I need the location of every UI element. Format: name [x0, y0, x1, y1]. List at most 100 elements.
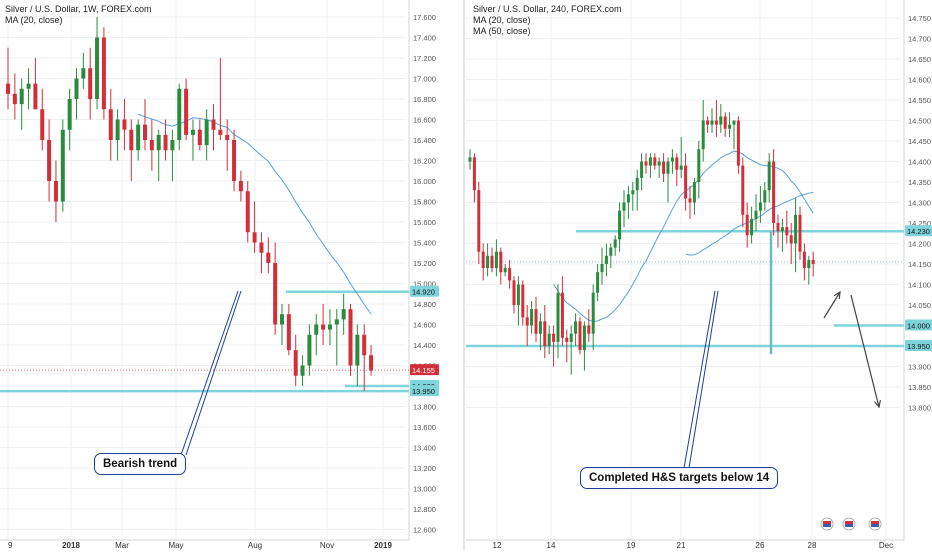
right-time-label: 28 — [808, 541, 817, 550]
right-candle-body — [802, 251, 806, 269]
left-candle-body — [362, 334, 367, 356]
right-level-b-badge — [905, 319, 932, 331]
right-price-tick: 14.750 — [908, 14, 931, 23]
right-candle-body — [525, 317, 529, 326]
left-time-label: Mar — [115, 541, 129, 550]
right-candle-body — [477, 190, 481, 252]
left-candle-body — [40, 109, 45, 140]
right-candle-body — [736, 120, 740, 166]
left-candle-body — [286, 314, 291, 351]
left-price-tick: 13.000 — [413, 485, 436, 494]
right-candle-body — [565, 337, 569, 342]
left-candle-body — [225, 134, 230, 140]
right-candle-body — [798, 214, 802, 252]
left-candle-body — [266, 252, 271, 263]
right-candle-body — [582, 325, 586, 351]
right-ma20-label: MA (20, close) — [473, 15, 531, 25]
left-candle-body — [53, 181, 58, 202]
left-candle-body — [355, 334, 360, 366]
left-time-label: May — [168, 541, 183, 550]
left-price-tick: 14.400 — [413, 341, 436, 350]
right-up-arrow-head — [833, 290, 841, 300]
right-candle-body — [635, 177, 639, 191]
left-price-tick: 16.400 — [413, 136, 436, 145]
left-candle-body — [300, 365, 305, 376]
left-candle-body — [314, 324, 319, 335]
left-candle-body — [211, 119, 216, 130]
left-price-tick: 15.600 — [413, 218, 436, 227]
right-price-tick: 14.650 — [908, 55, 931, 64]
left-candle-body — [245, 191, 250, 233]
event-flag-icon — [820, 517, 834, 531]
right-callout-pointer-1 — [683, 290, 716, 469]
flag-stripe-blue — [845, 524, 853, 527]
left-price-tick: 13.200 — [413, 464, 436, 473]
right-candle-body — [490, 255, 494, 269]
flag-stripe-blue — [871, 524, 879, 527]
left-candle-body — [6, 83, 10, 94]
left-callout-pointer-1 — [180, 290, 239, 456]
right-time-label: 26 — [756, 541, 765, 550]
left-price-tick: 13.600 — [413, 423, 436, 432]
right-candle-body — [622, 202, 626, 211]
right-candle-body — [481, 251, 485, 269]
right-level-a-badge — [905, 225, 932, 237]
left-level-a-badge — [410, 285, 439, 297]
left-candle-body — [348, 309, 353, 366]
right-down-arrow-head — [874, 400, 882, 409]
right-level-a-badge-text: 14.230 — [907, 227, 930, 236]
right-candle-body — [662, 161, 666, 174]
left-price-tick: 17.400 — [413, 34, 436, 43]
right-candle-body — [538, 321, 542, 334]
right-candle-body — [780, 227, 784, 232]
left-time-label: Nov — [320, 541, 334, 550]
right-price-tick: 14.100 — [908, 281, 931, 290]
left-price-tick: 14.800 — [413, 300, 436, 309]
left-price-tick: 15.400 — [413, 239, 436, 248]
right-price-tick: 13.850 — [908, 383, 931, 392]
right-candle-body — [670, 157, 674, 162]
left-price-tick: 17.600 — [413, 13, 436, 22]
event-flag-icon — [868, 517, 882, 531]
right-candle-body — [697, 149, 701, 182]
flag-stripe-red — [845, 521, 853, 524]
right-candle-body — [688, 198, 692, 203]
right-candle-body — [618, 210, 622, 240]
right-candle-body — [679, 165, 683, 170]
left-candle-body — [177, 88, 182, 140]
left-candle-body — [334, 319, 339, 325]
right-price-tick: 14.400 — [908, 158, 931, 167]
right-candle-body — [494, 251, 498, 269]
left-candle-body — [218, 129, 223, 135]
left-candle-body — [26, 83, 31, 89]
right-price-tick: 14.500 — [908, 117, 931, 126]
right-candle-body — [543, 321, 547, 346]
right-candle-body — [653, 157, 657, 166]
right-down-arrow — [850, 294, 880, 408]
right-price-tick: 14.200 — [908, 240, 931, 249]
right-candle-body — [560, 292, 564, 338]
right-candle-body — [591, 292, 595, 334]
left-candle-body — [95, 37, 100, 99]
right-time-label: 21 — [677, 541, 686, 550]
right-price-tick: 14.250 — [908, 219, 931, 228]
right-candle-body — [807, 259, 811, 269]
left-level-a-badge-text: 14.920 — [412, 288, 435, 297]
left-time-label: 9 — [8, 541, 13, 550]
left-level-c-badge — [410, 385, 439, 397]
left-candle-body — [115, 119, 120, 140]
right-candle-body — [574, 321, 578, 334]
right-candle-body — [732, 120, 736, 125]
right-candle-body — [640, 161, 644, 178]
right-candle-body — [547, 333, 551, 346]
right-time-label: 19 — [627, 541, 636, 550]
right-candle-body — [503, 268, 507, 273]
right-chart-panel[interactable]: 14.750 14.700 14.650 14.600 14.550 14.500 14.4… — [466, 0, 932, 550]
left-chart-panel[interactable]: 17.600 17.400 17.200 17.000 16.800 16.600 16.4… — [0, 0, 439, 550]
left-price-tick: 15.000 — [413, 280, 436, 289]
right-candle-body — [521, 284, 525, 318]
right-candle-body — [710, 120, 714, 125]
flag-stripe-blue — [823, 524, 831, 527]
right-candle-body — [767, 161, 771, 191]
left-price-tick: 17.200 — [413, 54, 436, 63]
